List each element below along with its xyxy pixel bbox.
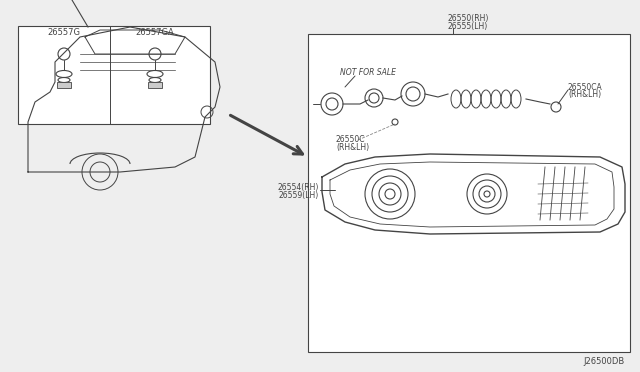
Text: 26550C: 26550C: [336, 135, 365, 144]
Bar: [148, 82, 162, 88]
Text: J26500DB: J26500DB: [584, 357, 625, 366]
Text: 26550CA: 26550CA: [568, 83, 603, 92]
Text: 26557GA: 26557GA: [136, 28, 174, 36]
Polygon shape: [322, 154, 625, 234]
Text: 26554(RH): 26554(RH): [278, 183, 319, 192]
Bar: [308, 34, 630, 352]
Text: 26550(RH): 26550(RH): [448, 13, 490, 22]
Bar: [18, 26, 210, 124]
Text: (RH&LH): (RH&LH): [568, 90, 601, 99]
Bar: [57, 82, 71, 88]
Text: 26557G: 26557G: [47, 28, 81, 36]
Text: 26559(LH): 26559(LH): [279, 190, 319, 199]
Text: 26555(LH): 26555(LH): [448, 22, 488, 31]
Text: (RH&LH): (RH&LH): [336, 142, 369, 151]
Text: NOT FOR SALE: NOT FOR SALE: [340, 67, 396, 77]
